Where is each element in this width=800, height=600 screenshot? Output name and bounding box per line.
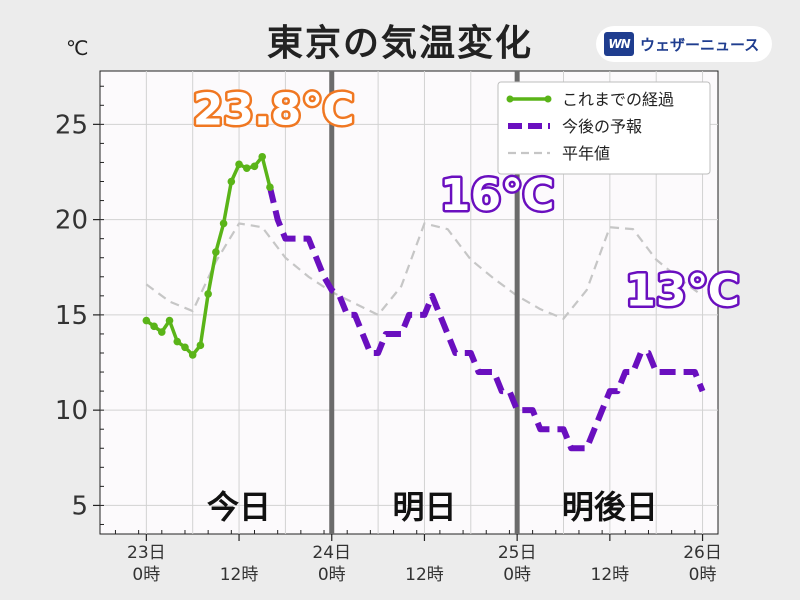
observed-point <box>142 316 151 325</box>
x-tick-label-hour: 12時 <box>220 565 259 585</box>
observed-point <box>219 219 228 228</box>
observed-point <box>204 290 212 298</box>
observed-point <box>150 322 158 331</box>
observed-point <box>158 328 166 336</box>
y-tick-label: 10 <box>55 396 88 426</box>
x-tick-label-day: 25日 <box>498 543 537 563</box>
y-axis-unit: ℃ <box>66 36 89 60</box>
x-tick-label-hour: 12時 <box>591 565 630 585</box>
x-tick-label-day: 23日 <box>127 543 166 563</box>
legend-label: 平年値 <box>562 144 610 163</box>
observed-point <box>242 164 251 172</box>
temperature-callout: 13℃ <box>625 265 740 316</box>
x-tick-label-hour: 0時 <box>318 565 346 585</box>
observed-point <box>235 160 243 169</box>
observed-point <box>258 152 267 161</box>
observed-point <box>173 337 182 346</box>
brand-name: ウェザーニュース <box>640 35 760 54</box>
x-tick-label-hour: 0時 <box>503 565 531 585</box>
y-tick-label: 15 <box>55 301 88 331</box>
day-label: 今日 <box>207 488 271 526</box>
series-normal-line <box>145 222 704 320</box>
observed-point <box>188 351 197 359</box>
observed-point <box>212 248 220 256</box>
x-tick-label-day: 26日 <box>683 543 722 563</box>
temperature-callout: 23.8℃ <box>193 84 355 135</box>
x-tick-label-day: 24日 <box>312 543 351 563</box>
day-label: 明後日 <box>562 488 658 526</box>
observed-point <box>250 162 259 171</box>
observed-point <box>181 343 189 352</box>
weathernews-logo-icon: WN <box>604 32 634 56</box>
x-tick-label-hour: 0時 <box>689 565 717 585</box>
temperature-callout: 16℃ <box>440 170 555 221</box>
observed-point <box>266 183 274 192</box>
x-tick-label-hour: 0時 <box>132 565 160 585</box>
observed-point <box>196 341 205 350</box>
brand-badge: WN ウェザーニュース <box>596 26 772 62</box>
y-tick-label: 20 <box>55 206 88 236</box>
observed-point <box>165 316 174 325</box>
chart-title: 東京の気温変化 <box>266 23 533 64</box>
legend-marker <box>506 95 514 103</box>
legend-marker <box>544 95 552 103</box>
legend-label: 今後の予報 <box>562 117 642 136</box>
legend-box <box>497 81 711 175</box>
observed-point <box>227 177 236 186</box>
y-tick-label: 5 <box>71 491 88 521</box>
legend-label: これまでの経過 <box>562 90 674 109</box>
series-forecast-line <box>267 186 706 452</box>
x-tick-label-hour: 12時 <box>405 565 444 585</box>
y-tick-label: 25 <box>55 110 88 140</box>
day-label: 明日 <box>392 488 456 526</box>
